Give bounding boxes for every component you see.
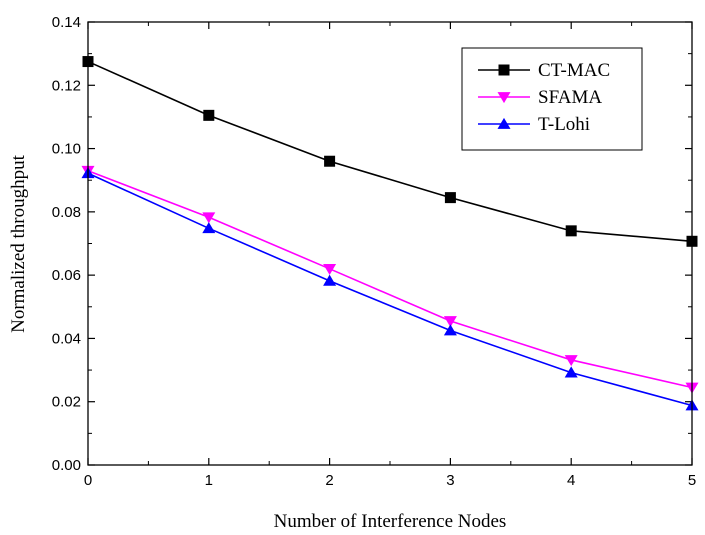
legend: CT-MAC SFAMA T-Lohi	[461, 47, 643, 151]
y-tick-label: 0.06	[52, 267, 81, 284]
x-tick-label: 2	[325, 472, 333, 489]
legend-box	[461, 47, 643, 151]
legend-label: CT-MAC	[538, 60, 610, 81]
legend-item-ct-mac: CT-MAC	[478, 60, 610, 81]
x-tick-label: 4	[567, 472, 575, 489]
data-point-ct-mac	[324, 155, 336, 167]
y-tick-label: 0.08	[52, 204, 81, 221]
x-tick-label: 3	[446, 472, 454, 489]
data-point-t-lohi	[202, 222, 216, 234]
data-point-t-lohi	[443, 324, 457, 336]
x-tick-label: 0	[84, 472, 92, 489]
data-point-ct-mac	[444, 192, 456, 204]
legend-item-sfama: SFAMA	[478, 87, 602, 108]
data-point-sfama	[443, 316, 457, 328]
x-axis-title: Number of Interference Nodes	[274, 511, 507, 532]
legend-marker	[497, 117, 511, 129]
data-point-sfama	[323, 263, 337, 275]
x-tick-label: 1	[205, 472, 213, 489]
data-point-t-lohi	[564, 366, 578, 378]
data-point-t-lohi	[323, 274, 337, 286]
x-tick-label: 5	[688, 472, 696, 489]
y-tick-label: 0.12	[52, 77, 81, 94]
legend-label: T-Lohi	[538, 114, 590, 135]
legend-marker	[497, 92, 511, 104]
tick-labels: 0 1 2 3 4 5 0.00 0.02 0.04 0.06 0.08 0.10 0.12 0.14	[52, 14, 696, 489]
series-line-ct-mac	[87, 60, 693, 243]
y-tick-label: 0.14	[52, 14, 81, 31]
data-point-sfama	[202, 212, 216, 224]
data-point-ct-mac	[203, 109, 215, 121]
legend-label: SFAMA	[538, 87, 602, 108]
y-tick-label: 0.10	[52, 141, 81, 158]
series-line-sfama	[87, 169, 693, 389]
series-sfama	[81, 165, 699, 394]
plot-frame	[87, 21, 693, 466]
legend-marker	[498, 64, 510, 76]
series-line-t-lohi	[87, 172, 693, 407]
data-point-ct-mac	[565, 225, 577, 237]
legend-item-t-lohi: T-Lohi	[478, 114, 590, 135]
y-tick-label: 0.04	[52, 330, 81, 347]
y-tick-label: 0.02	[52, 394, 81, 411]
y-axis-title: Normalized throughput	[8, 154, 29, 333]
data-point-sfama	[564, 355, 578, 367]
y-tick-label: 0.00	[52, 457, 81, 474]
